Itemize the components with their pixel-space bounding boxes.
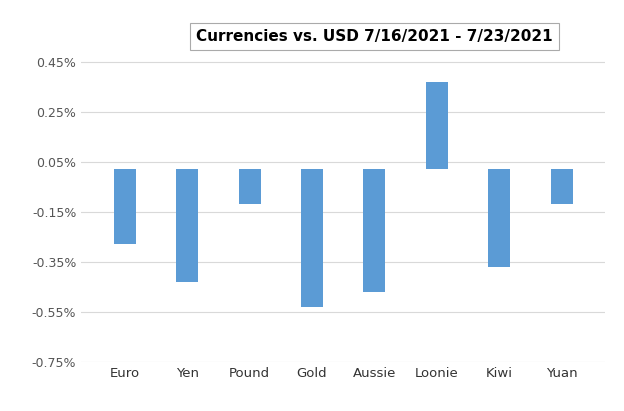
Bar (426, 82, 447, 169)
Bar (114, 169, 136, 244)
Bar (176, 169, 198, 282)
Bar (550, 169, 573, 204)
Bar (488, 169, 510, 267)
Bar (238, 169, 261, 204)
Text: Currencies vs. USD 7/16/2021 - 7/23/2021: Currencies vs. USD 7/16/2021 - 7/23/2021 (197, 29, 553, 44)
Bar (301, 169, 323, 307)
Bar (363, 169, 385, 292)
